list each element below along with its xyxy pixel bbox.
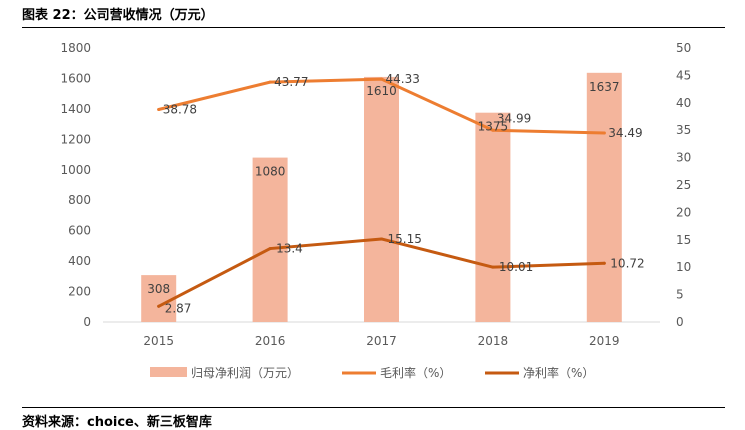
y-right-tick-25: 25 (676, 178, 691, 192)
y-left-tick-1600: 1600 (60, 71, 91, 85)
bar-label-2015: 308 (147, 282, 170, 296)
source-note: 资料来源：choice、新三板智库 (22, 415, 212, 430)
legend-label-profit: 归母净利润（万元） (191, 366, 299, 380)
gross-label-2017: 44.33 (386, 72, 420, 86)
gross-label-2015: 38.78 (163, 102, 197, 116)
title-rule (22, 27, 725, 28)
y-right-tick-45: 45 (676, 68, 691, 82)
net-label-2019: 10.72 (610, 256, 644, 270)
y-right-tick-15: 15 (676, 233, 691, 247)
figure-title: 图表 22：公司营收情况（万元） (22, 8, 214, 23)
gross-label-2016: 43.77 (274, 75, 308, 89)
source-rule (22, 407, 725, 408)
net-margin-point-2018 (491, 265, 495, 269)
bar-label-2017: 1610 (366, 84, 397, 98)
y-right-tick-5: 5 (676, 288, 684, 302)
y-left-tick-200: 200 (68, 285, 91, 299)
bar-label-2019: 1637 (589, 80, 620, 94)
y-right-tick-30: 30 (676, 151, 691, 165)
net-margin-point-2019 (602, 261, 606, 265)
x-tick-2016: 2016 (255, 334, 286, 348)
y-left-tick-0: 0 (83, 315, 91, 329)
y-right-tick-50: 50 (676, 41, 691, 55)
bar-2019 (586, 72, 622, 322)
y-left-tick-1800: 1800 (60, 41, 91, 55)
net-margin-point-2016 (268, 247, 272, 251)
bar-2017 (364, 76, 399, 322)
y-right-tick-40: 40 (676, 96, 691, 110)
x-tick-2015: 2015 (143, 334, 174, 348)
net-label-2018: 10.01 (499, 260, 533, 274)
x-tick-2018: 2018 (478, 334, 509, 348)
net-margin-point-2017 (380, 237, 383, 241)
net-label-2016: 13.4 (276, 242, 303, 256)
y-left-tick-1400: 1400 (60, 102, 91, 116)
y-left-tick-600: 600 (68, 224, 91, 238)
y-right-tick-0: 0 (676, 315, 684, 329)
gross-margin-point-2019 (602, 131, 606, 135)
y-right-tick-20: 20 (676, 205, 691, 219)
gross-margin-point-2016 (268, 80, 272, 84)
bar-2018 (475, 112, 511, 322)
gross-label-2019: 34.49 (608, 126, 642, 140)
bar-label-2016: 1080 (255, 165, 286, 179)
y-left-tick-400: 400 (68, 254, 91, 268)
net-label-2017: 15.15 (388, 232, 422, 246)
y-left-tick-1200: 1200 (60, 132, 91, 146)
legend-label-net: 净利率（%） (523, 365, 594, 380)
legend-label-gross: 毛利率（%） (380, 365, 451, 380)
net-label-2015: 2.87 (165, 301, 192, 315)
bar-2016 (252, 157, 288, 322)
y-right-tick-10: 10 (676, 260, 691, 274)
net-margin-point-2015 (157, 304, 161, 308)
y-left-tick-800: 800 (68, 193, 91, 207)
gross-margin-point-2015 (157, 107, 161, 111)
x-tick-2019: 2019 (589, 334, 620, 348)
y-right-tick-35: 35 (676, 123, 691, 137)
bar-label-2018: 1375 (478, 120, 509, 134)
x-tick-2017: 2017 (366, 334, 397, 348)
gross-margin-point-2017 (380, 77, 383, 81)
gross-label-2018: 34.99 (497, 111, 531, 125)
gross-margin-point-2018 (491, 128, 495, 132)
y-left-tick-1000: 1000 (60, 163, 91, 177)
legend-swatch-profit (150, 367, 187, 377)
